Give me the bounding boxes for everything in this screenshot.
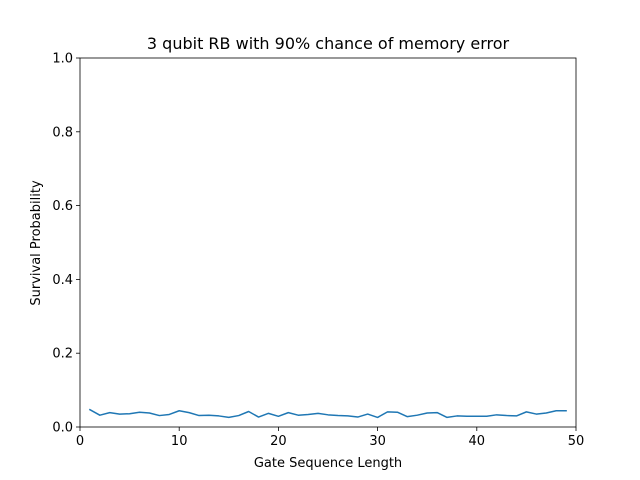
y-tick-label: 0.6	[52, 199, 73, 214]
plot-area	[79, 57, 577, 428]
series-line	[88, 408, 567, 419]
x-tick-label: 40	[469, 434, 486, 449]
plot-frame	[79, 57, 577, 428]
x-tick-label: 50	[568, 434, 585, 449]
y-axis-label: Survival Probability	[29, 180, 44, 306]
y-tick-label: 1.0	[52, 52, 73, 67]
y-tick-label: 0.0	[52, 421, 73, 436]
x-axis-label: Gate Sequence Length	[254, 456, 402, 471]
y-tick-label: 0.2	[52, 347, 73, 362]
series-layer	[88, 408, 567, 419]
x-tick-label: 30	[369, 434, 386, 449]
x-tick-label: 20	[270, 434, 287, 449]
y-tick-label: 0.8	[52, 125, 73, 140]
x-tick-label: 0	[76, 434, 84, 449]
ticks-layer: 0 10 20 30 40 50 0.0 0.2 0.4 0.6 0.8 1.0	[52, 52, 584, 450]
x-tick-label: 10	[171, 434, 188, 449]
y-tick-label: 0.4	[52, 273, 73, 288]
chart-title: 3 qubit RB with 90% chance of memory err…	[147, 34, 510, 53]
